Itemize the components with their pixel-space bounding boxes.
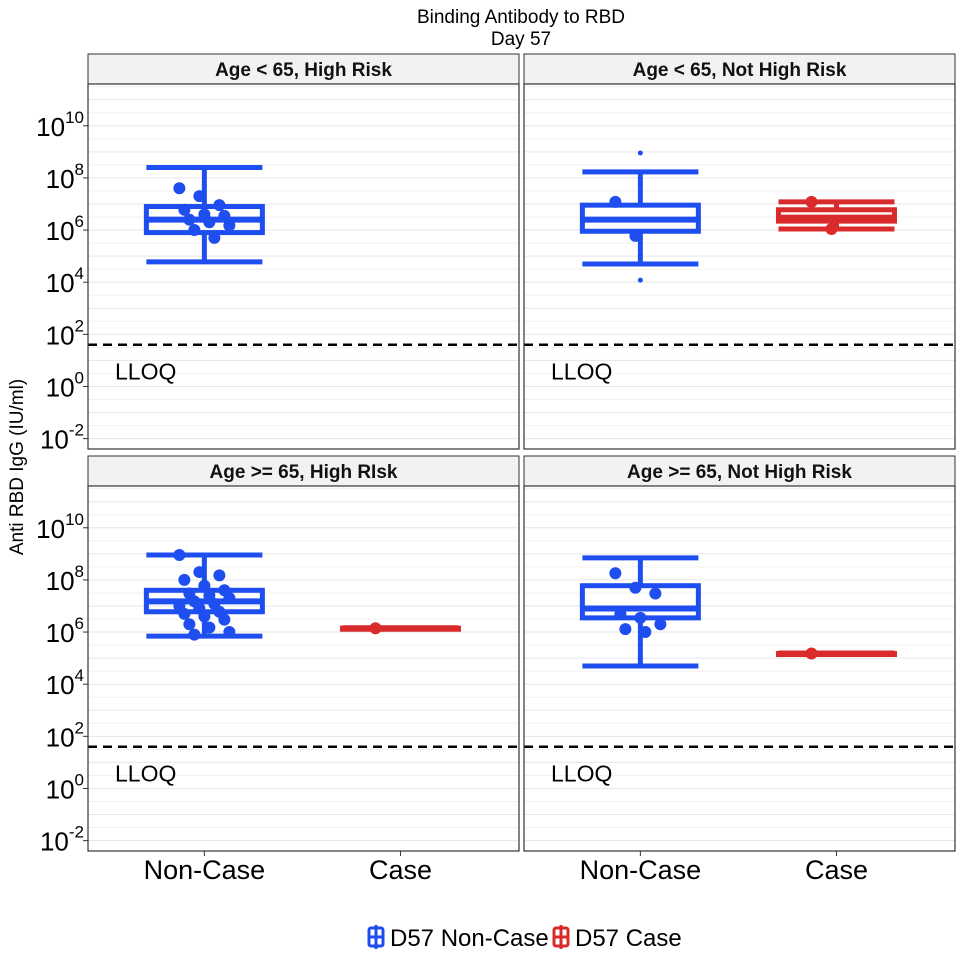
facet-title: Age < 65, High Risk [215, 60, 392, 81]
data-point [805, 647, 818, 660]
panel-border [87, 485, 520, 852]
data-point [649, 587, 662, 600]
y-tick-label: 108 [46, 160, 84, 194]
data-point [198, 610, 211, 623]
y-tick-label: 106 [46, 212, 84, 246]
y-tick-label: 100 [46, 368, 84, 402]
y-tick-label: 104 [46, 264, 84, 298]
y-tick-label: 102 [46, 718, 84, 752]
data-point [193, 190, 206, 203]
x-tick-label: Case [369, 855, 432, 885]
facet-title: Age >= 65, High RIsk [210, 462, 398, 483]
data-point [805, 195, 818, 208]
y-tick-label: 100 [46, 770, 84, 804]
data-point [178, 203, 191, 216]
box-case [775, 647, 897, 660]
outlier-point [637, 277, 643, 283]
data-point [203, 621, 216, 634]
y-tick-label: 102 [46, 316, 84, 350]
data-point [609, 567, 622, 580]
data-point [208, 231, 221, 244]
data-point [223, 219, 236, 232]
data-point [198, 579, 211, 592]
lloq-label: LLOQ [115, 761, 176, 787]
y-tick-label: 106 [46, 614, 84, 648]
data-point [654, 618, 667, 631]
box-non-case [143, 165, 265, 265]
legend: D57 Non-Case D57 Case [367, 925, 682, 952]
data-point [634, 611, 647, 624]
facet-strip [87, 53, 520, 85]
x-tick-label: Non-Case [144, 855, 266, 885]
legend-label: D57 Case [575, 925, 682, 952]
data-point [629, 581, 642, 594]
chart-subtitle: Day 57 [491, 29, 551, 50]
facet-panel: Age < 65, High Risk LLOQ 10-2 100 102 104 106 1… [36, 53, 520, 455]
panel-border [87, 83, 520, 450]
data-point [639, 626, 652, 639]
data-point [213, 199, 226, 212]
data-point [629, 229, 642, 242]
legend-entry: D57 Non-Case [367, 925, 549, 952]
facet-title: Age < 65, Not High Risk [633, 60, 847, 81]
outlier-point [637, 150, 643, 156]
facet-panel: Age >= 65, Not High Risk LLOQ Non-Case Case [523, 455, 956, 885]
box-non-case [579, 555, 701, 669]
y-tick-label: 1010 [36, 108, 84, 142]
data-point [173, 549, 186, 562]
data-point [183, 618, 196, 631]
y-tick-label: 10-2 [40, 823, 84, 857]
data-point [173, 182, 186, 195]
y-axis-label: Anti RBD IgG (IU/ml) [7, 379, 28, 555]
panel-background [524, 486, 955, 851]
data-point [193, 566, 206, 579]
data-point [369, 622, 382, 635]
data-point [218, 209, 231, 222]
x-tick-label: Case [805, 855, 868, 885]
y-tick-label: 1010 [36, 510, 84, 544]
data-point [203, 216, 216, 229]
box-non-case [579, 150, 701, 283]
data-point [188, 224, 201, 237]
panel-background [88, 486, 519, 851]
data-point [223, 626, 236, 639]
legend-entry: D57 Case [552, 925, 682, 952]
data-point [178, 607, 191, 620]
y-tick-label: 10-2 [40, 421, 84, 455]
lloq-label: LLOQ [115, 359, 176, 385]
facet-title: Age >= 65, Not High Risk [627, 462, 852, 483]
data-point [614, 607, 627, 620]
box-case [339, 622, 461, 635]
data-point [825, 222, 838, 235]
box-non-case [143, 549, 265, 641]
data-point [223, 592, 236, 605]
data-point [213, 569, 226, 582]
panel-background [524, 84, 955, 449]
data-point [188, 628, 201, 641]
y-tick-label: 104 [46, 666, 84, 700]
facet-panel: Age < 65, Not High Risk LLOQ [523, 53, 956, 450]
data-point [178, 573, 191, 586]
data-point [183, 213, 196, 226]
facet-panel: Age >= 65, High RIsk LLOQ 10-2 100 102 104 106… [36, 455, 520, 885]
data-point [609, 195, 622, 208]
facet-strip [523, 53, 956, 85]
lloq-label: LLOQ [551, 761, 612, 787]
panels-layer: Age < 65, High Risk LLOQ 10-2 100 102 104 106 1… [36, 53, 956, 885]
panel-border [523, 485, 956, 852]
chart-title: Binding Antibody to RBD [417, 7, 625, 28]
data-point [218, 613, 231, 626]
data-point [619, 623, 632, 636]
y-tick-label: 108 [46, 562, 84, 596]
panel-background [88, 84, 519, 449]
legend-label: D57 Non-Case [390, 925, 549, 952]
panel-border [523, 83, 956, 450]
box-case [775, 195, 897, 235]
lloq-label: LLOQ [551, 359, 612, 385]
x-tick-label: Non-Case [580, 855, 702, 885]
